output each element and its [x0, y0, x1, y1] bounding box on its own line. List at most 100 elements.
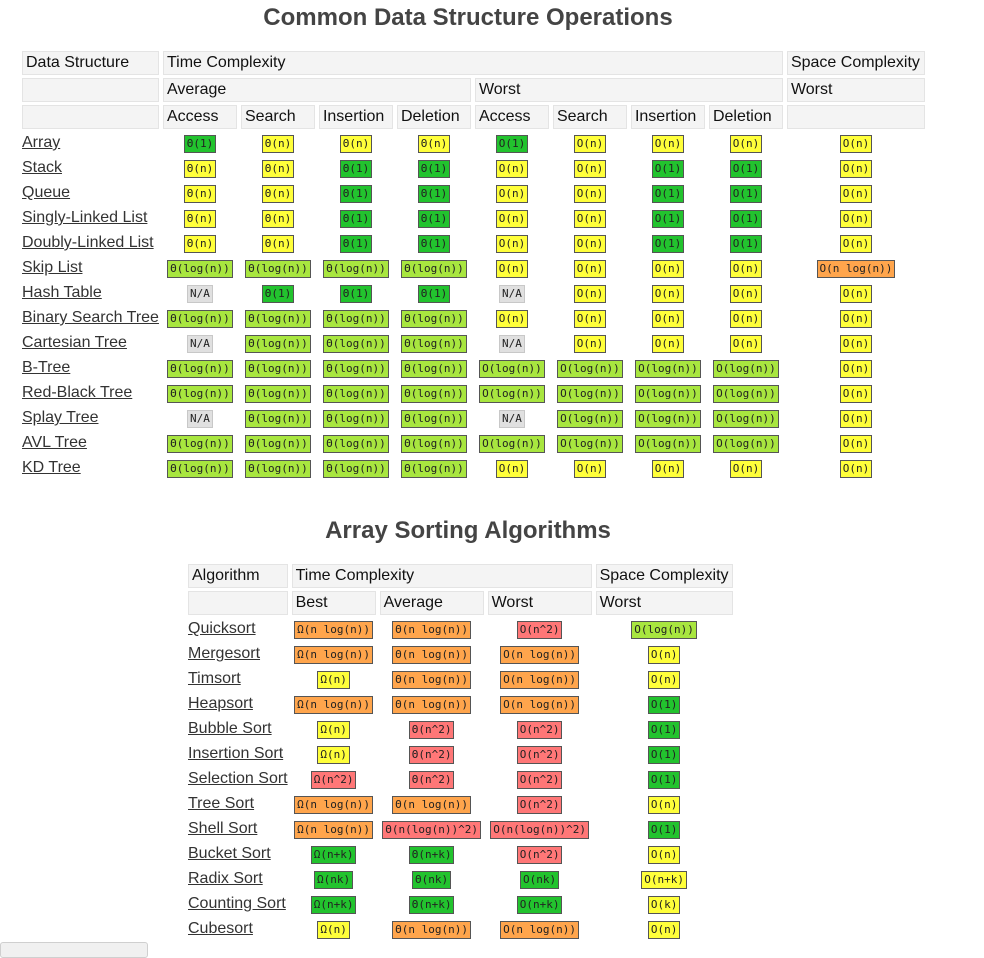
row-name-link[interactable]: Quicksort [188, 620, 256, 637]
complexity-badge: O(n+k) [641, 870, 687, 889]
complexity-badge: O(n log(n)) [816, 259, 896, 278]
complexity-badge: Θ(log(n)) [323, 334, 389, 353]
complexity-cell: Θ(1) [241, 282, 315, 304]
complexity-badge: Θ(1) [339, 234, 373, 253]
row-name-cell: Binary Search Tree [22, 307, 159, 329]
header-space-complexity: Space Complexity [786, 51, 925, 75]
complexity-cell: Θ(n log(n)) [380, 668, 484, 690]
complexity-badge: O(n) [839, 434, 873, 453]
row-name-link[interactable]: Heapsort [188, 695, 253, 712]
row-name-link[interactable]: Mergesort [188, 645, 261, 662]
complexity-cell: O(n) [787, 307, 925, 329]
complexity-cell: Θ(log(n)) [397, 357, 471, 379]
sorting-title: Array Sorting Algorithms [325, 517, 611, 544]
row-name-link[interactable]: Cubesort [188, 920, 253, 937]
complexity-badge: N/A [499, 409, 525, 428]
row-name-link[interactable]: Insertion Sort [188, 745, 284, 762]
complexity-badge: Ω(n) [317, 745, 350, 764]
row-name-link[interactable]: Timsort [188, 670, 241, 687]
row-name-link[interactable]: Splay Tree [22, 409, 99, 426]
row-name-link[interactable]: Radix Sort [188, 870, 263, 887]
complexity-badge: O(n) [573, 284, 607, 303]
complexity-badge: O(n) [647, 845, 681, 864]
complexity-cell: Θ(log(n)) [241, 332, 315, 354]
complexity-cell: Θ(1) [319, 282, 393, 304]
complexity-cell: O(log(n)) [631, 382, 705, 404]
row-name-cell: Quicksort [188, 618, 288, 640]
row-name-link[interactable]: Red-Black Tree [22, 384, 133, 401]
complexity-cell: O(n) [787, 232, 925, 254]
complexity-cell: O(n log(n)) [488, 918, 592, 940]
complexity-cell: Θ(log(n)) [241, 357, 315, 379]
table-row: Red-Black Tree Θ(log(n)) Θ(log(n)) Θ(log(n)… [22, 382, 925, 404]
row-name-link[interactable]: B-Tree [22, 359, 71, 376]
complexity-badge: Θ(log(n)) [245, 359, 311, 378]
complexity-badge: Θ(n) [183, 234, 217, 253]
complexity-cell: O(1) [596, 768, 733, 790]
row-name-cell: KD Tree [22, 457, 159, 479]
header-data-structure: Data Structure [22, 51, 159, 75]
complexity-cell: O(n) [709, 257, 783, 279]
sorting-table: Algorithm Time Complexity Space Complexi… [184, 561, 737, 943]
complexity-cell: O(log(n)) [709, 407, 783, 429]
row-name-link[interactable]: Singly-Linked List [22, 209, 148, 226]
horizontal-scrollbar[interactable] [0, 942, 148, 958]
complexity-cell: Θ(log(n)) [397, 407, 471, 429]
complexity-cell: Θ(log(n)) [319, 357, 393, 379]
complexity-cell: O(n) [553, 157, 627, 179]
complexity-cell: O(1) [709, 207, 783, 229]
complexity-cell: Θ(n log(n)) [380, 793, 484, 815]
row-name-link[interactable]: Binary Search Tree [22, 309, 159, 326]
complexity-cell: O(1) [475, 132, 549, 154]
header-best: Best [291, 591, 376, 615]
complexity-badge: O(log(n)) [635, 359, 701, 378]
complexity-cell: Θ(n) [397, 132, 471, 154]
complexity-badge: Θ(n) [261, 134, 295, 153]
complexity-badge: N/A [499, 334, 525, 353]
table-row: Bubble Sort Ω(n) Θ(n^2) O(n^2) O(1) [188, 718, 733, 740]
complexity-cell: O(n) [596, 668, 733, 690]
complexity-badge: O(n) [729, 459, 763, 478]
complexity-badge: O(log(n)) [557, 409, 623, 428]
table-row: Splay Tree N/A Θ(log(n)) Θ(log(n)) Θ(log(n))… [22, 407, 925, 429]
complexity-cell: O(n(log(n))^2) [488, 818, 592, 840]
row-name-link[interactable]: Tree Sort [188, 795, 255, 812]
complexity-cell: Θ(1) [397, 282, 471, 304]
complexity-cell: O(log(n)) [709, 382, 783, 404]
complexity-badge: Θ(n log(n)) [392, 795, 472, 814]
row-name-link[interactable]: Hash Table [22, 284, 102, 301]
row-name-link[interactable]: Bubble Sort [188, 720, 272, 737]
complexity-cell: Ω(n) [292, 918, 376, 940]
complexity-cell: Θ(log(n)) [397, 257, 471, 279]
complexity-badge: O(n) [495, 184, 529, 203]
table-row: Skip List Θ(log(n)) Θ(log(n)) Θ(log(n)) Θ(lo… [22, 257, 925, 279]
row-name-link[interactable]: KD Tree [22, 459, 81, 476]
row-name-link[interactable]: Queue [22, 184, 71, 201]
header-space-complexity: Space Complexity [595, 564, 733, 588]
row-name-link[interactable]: Selection Sort [188, 770, 288, 787]
complexity-badge: O(n) [651, 459, 685, 478]
complexity-cell: O(n) [553, 257, 627, 279]
row-name-link[interactable]: Array [22, 134, 61, 151]
header-average: Average [162, 78, 471, 102]
row-name-link[interactable]: Skip List [22, 259, 83, 276]
complexity-badge: O(n) [647, 920, 681, 939]
row-name-link[interactable]: Cartesian Tree [22, 334, 127, 351]
row-name-link[interactable]: Bucket Sort [188, 845, 271, 862]
row-name-link[interactable]: Doubly-Linked List [22, 234, 154, 251]
ops-title: Common Data Structure Operations [263, 4, 673, 31]
complexity-badge: O(nk) [520, 870, 560, 889]
row-name-link[interactable]: Counting Sort [188, 895, 286, 912]
complexity-badge: O(1) [729, 159, 763, 178]
complexity-cell: O(n^2) [488, 793, 592, 815]
complexity-badge: Θ(n) [183, 209, 217, 228]
row-name-link[interactable]: AVL Tree [22, 434, 87, 451]
operations-table: Data Structure Time Complexity Space Com… [18, 48, 929, 482]
row-name-link[interactable]: Shell Sort [188, 820, 258, 837]
row-name-cell: Selection Sort [188, 768, 288, 790]
complexity-cell: Θ(log(n)) [397, 382, 471, 404]
table-row: Quicksort Ω(n log(n)) Θ(n log(n)) O(n^2) O(l… [188, 618, 733, 640]
complexity-badge: O(n) [495, 159, 529, 178]
row-name-link[interactable]: Stack [22, 159, 63, 176]
complexity-cell: Θ(1) [397, 207, 471, 229]
